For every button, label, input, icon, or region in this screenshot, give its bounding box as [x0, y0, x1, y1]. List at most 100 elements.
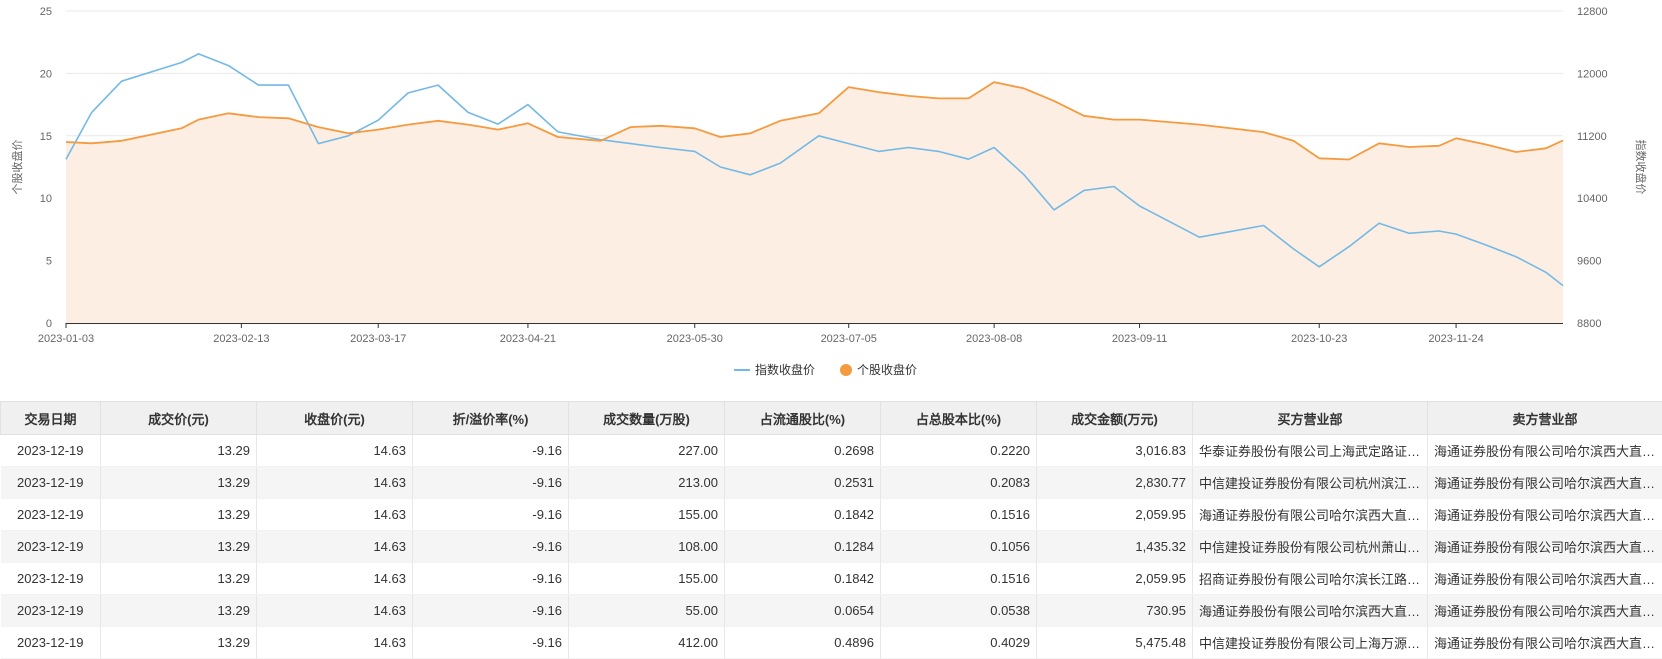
- y-left-tick-label: 15: [40, 131, 52, 143]
- cell-float-share-ratio: 0.1284: [725, 531, 881, 563]
- cell-trade-date: 2023-12-19: [1, 563, 101, 595]
- cell-premium-rate: -9.16: [413, 435, 569, 467]
- block-trade-table-container: 交易日期 成交价(元) 收盘价(元) 折/溢价率(%) 成交数量(万股) 占流通…: [0, 401, 1662, 659]
- cell-buyer: 招商证券股份有限公司哈尔滨长江路证券营业部: [1193, 563, 1428, 595]
- x-tick-label: 2023-08-08: [966, 333, 1022, 345]
- cell-seller: 海通证券股份有限公司哈尔滨西大直街证券营业部: [1428, 627, 1662, 659]
- col-header-buyer[interactable]: 买方营业部: [1193, 402, 1428, 435]
- block-trade-table: 交易日期 成交价(元) 收盘价(元) 折/溢价率(%) 成交数量(万股) 占流通…: [0, 401, 1662, 659]
- cell-float-share-ratio: 0.1842: [725, 563, 881, 595]
- cell-premium-rate: -9.16: [413, 467, 569, 499]
- cell-total-share-ratio: 0.1516: [881, 563, 1037, 595]
- cell-buyer: 中信建投证券股份有限公司上海万源路证券营业部: [1193, 627, 1428, 659]
- cell-total-share-ratio: 0.2220: [881, 435, 1037, 467]
- cell-amount: 1,435.32: [1037, 531, 1193, 563]
- cell-premium-rate: -9.16: [413, 595, 569, 627]
- y-left-axis-title: 个股收盘价: [10, 140, 24, 195]
- cell-amount: 730.95: [1037, 595, 1193, 627]
- cell-total-share-ratio: 0.1056: [881, 531, 1037, 563]
- cell-seller: 海通证券股份有限公司哈尔滨西大直街证券营业部: [1428, 531, 1662, 563]
- cell-volume: 155.00: [569, 499, 725, 531]
- x-tick-label: 2023-11-24: [1428, 333, 1483, 345]
- y-left-tick-label: 5: [46, 256, 52, 268]
- cell-float-share-ratio: 0.2698: [725, 435, 881, 467]
- cell-trade-date: 2023-12-19: [1, 595, 101, 627]
- cell-volume: 55.00: [569, 595, 725, 627]
- cell-trade-price: 13.29: [101, 627, 257, 659]
- table-header-row: 交易日期 成交价(元) 收盘价(元) 折/溢价率(%) 成交数量(万股) 占流通…: [1, 402, 1662, 435]
- cell-total-share-ratio: 0.0538: [881, 595, 1037, 627]
- cell-close-price: 14.63: [257, 531, 413, 563]
- cell-trade-price: 13.29: [101, 531, 257, 563]
- cell-premium-rate: -9.16: [413, 627, 569, 659]
- cell-seller: 海通证券股份有限公司哈尔滨西大直街证券营业部: [1428, 435, 1662, 467]
- legend-label-index: 指数收盘价: [755, 362, 815, 377]
- cell-total-share-ratio: 0.1516: [881, 499, 1037, 531]
- col-header-trade-date[interactable]: 交易日期: [1, 402, 101, 435]
- cell-volume: 155.00: [569, 563, 725, 595]
- cell-close-price: 14.63: [257, 467, 413, 499]
- y-right-tick-label: 10400: [1577, 193, 1608, 205]
- col-header-close-price[interactable]: 收盘价(元): [257, 402, 413, 435]
- x-tick-label: 2023-03-17: [350, 333, 406, 345]
- y-right-tick-label: 9600: [1577, 256, 1601, 268]
- cell-float-share-ratio: 0.4896: [725, 627, 881, 659]
- cell-premium-rate: -9.16: [413, 499, 569, 531]
- cell-close-price: 14.63: [257, 435, 413, 467]
- cell-seller: 海通证券股份有限公司哈尔滨西大直街证券营业部: [1428, 563, 1662, 595]
- col-header-volume[interactable]: 成交数量(万股): [569, 402, 725, 435]
- cell-seller: 海通证券股份有限公司哈尔滨西大直街证券营业部: [1428, 595, 1662, 627]
- cell-buyer: 海通证券股份有限公司哈尔滨西大直街证券营业部: [1193, 499, 1428, 531]
- col-header-premium-rate[interactable]: 折/溢价率(%): [413, 402, 569, 435]
- cell-close-price: 14.63: [257, 499, 413, 531]
- col-header-trade-price[interactable]: 成交价(元): [101, 402, 257, 435]
- cell-total-share-ratio: 0.4029: [881, 627, 1037, 659]
- x-tick-label: 2023-04-21: [500, 333, 556, 345]
- y-right-axis-title: 指数收盘价: [1634, 140, 1648, 195]
- cell-total-share-ratio: 0.2083: [881, 467, 1037, 499]
- cell-float-share-ratio: 0.0654: [725, 595, 881, 627]
- cell-trade-date: 2023-12-19: [1, 499, 101, 531]
- x-tick-label: 2023-07-05: [821, 333, 877, 345]
- legend-label-stock: 个股收盘价: [857, 362, 917, 377]
- col-header-seller[interactable]: 卖方营业部: [1428, 402, 1662, 435]
- cell-trade-date: 2023-12-19: [1, 531, 101, 563]
- col-header-total-share-ratio[interactable]: 占总股本比(%): [881, 402, 1037, 435]
- cell-amount: 2,059.95: [1037, 499, 1193, 531]
- y-right-tick-label: 12800: [1577, 6, 1608, 18]
- cell-premium-rate: -9.16: [413, 531, 569, 563]
- cell-amount: 2,059.95: [1037, 563, 1193, 595]
- cell-seller: 海通证券股份有限公司哈尔滨西大直街证券营业部: [1428, 499, 1662, 531]
- y-left-tick-label: 20: [40, 68, 52, 80]
- y-left-tick-label: 25: [40, 6, 52, 18]
- x-tick-label: 2023-01-03: [38, 333, 94, 345]
- cell-trade-price: 13.29: [101, 563, 257, 595]
- cell-trade-date: 2023-12-19: [1, 627, 101, 659]
- cell-buyer: 华泰证券股份有限公司上海武定路证券营业部: [1193, 435, 1428, 467]
- cell-float-share-ratio: 0.1842: [725, 499, 881, 531]
- y-left-tick-label: 0: [46, 318, 52, 330]
- cell-premium-rate: -9.16: [413, 563, 569, 595]
- x-tick-label: 2023-09-11: [1112, 333, 1167, 345]
- cell-volume: 227.00: [569, 435, 725, 467]
- cell-volume: 108.00: [569, 531, 725, 563]
- col-header-amount[interactable]: 成交金额(万元): [1037, 402, 1193, 435]
- col-header-float-share-ratio[interactable]: 占流通股比(%): [725, 402, 881, 435]
- cell-close-price: 14.63: [257, 563, 413, 595]
- y-right-tick-label: 8800: [1577, 318, 1601, 330]
- cell-seller: 海通证券股份有限公司哈尔滨西大直街证券营业部: [1428, 467, 1662, 499]
- x-tick-label: 2023-05-30: [667, 333, 723, 345]
- cell-trade-price: 13.29: [101, 595, 257, 627]
- cell-close-price: 14.63: [257, 627, 413, 659]
- cell-buyer: 中信建投证券股份有限公司杭州滨江证券营业部: [1193, 467, 1428, 499]
- cell-float-share-ratio: 0.2531: [725, 467, 881, 499]
